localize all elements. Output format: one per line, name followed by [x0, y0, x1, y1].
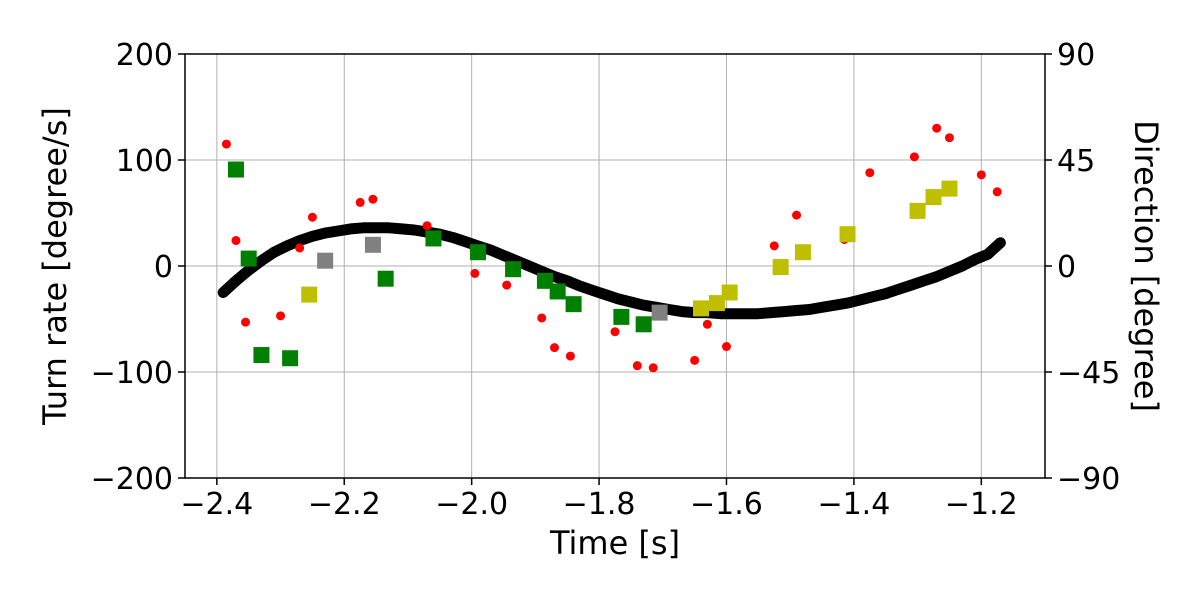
red-dot-point [231, 236, 241, 246]
red-dot-point [565, 351, 575, 361]
red-dot-point [792, 210, 802, 220]
x-tick-label: −1.2 [945, 487, 1018, 522]
red-dot-point [690, 355, 700, 365]
green-square-point [613, 308, 630, 325]
green-square-point [505, 261, 522, 278]
red-dot-point [470, 268, 480, 278]
green-square-point [470, 244, 487, 261]
x-tick-label: −2.4 [180, 487, 253, 522]
red-dot-point [944, 133, 954, 143]
red-dot-point [368, 194, 378, 204]
red-dot-point [295, 243, 305, 253]
y-tick-label: 0 [154, 250, 173, 285]
y-tick-label: 200 [116, 38, 173, 73]
gray-square-point [651, 304, 668, 321]
yellow-square-point [941, 180, 958, 197]
green-square-point [549, 283, 566, 300]
red-dot-point [632, 361, 642, 371]
direction-curve [217, 222, 1006, 320]
gray-square-point [364, 236, 381, 253]
gray-square-point [317, 252, 334, 269]
red-dot-point [721, 342, 731, 352]
red-dot-point [976, 170, 986, 180]
x-tick-label: −1.6 [690, 487, 763, 522]
ticks: −2.4 −2.2 −2.0 −1.8 −1.6 −1.4 −1.2 −200 −100 0 100… [91, 38, 1121, 522]
red-dot-point [769, 241, 779, 251]
yellow-square-point [909, 202, 926, 219]
red-dot-point [992, 187, 1002, 197]
green-square-point [240, 250, 257, 267]
green-square-point [377, 270, 394, 287]
red-dot-point [932, 123, 942, 133]
x-tick-label: −2.0 [435, 487, 508, 522]
red-dot-point [276, 311, 286, 321]
green-square-point [635, 316, 652, 333]
red-dot-point [422, 221, 432, 231]
red-dot-point [537, 313, 547, 323]
y2-tick-label: −90 [1057, 462, 1120, 497]
green-square-point [227, 161, 244, 178]
red-dot-point [307, 212, 317, 222]
y-axis-label: Turn rate [degree/s] [36, 107, 74, 426]
x-tick-label: −2.2 [308, 487, 381, 522]
green-square-point [282, 350, 299, 367]
red-dot-point [502, 280, 512, 290]
yellow-square-point [772, 259, 789, 276]
y2-tick-label: 0 [1057, 250, 1076, 285]
yellow-square-point [794, 244, 811, 261]
green-square-point [425, 230, 442, 247]
red-dot-point [610, 327, 620, 337]
green-square-point [253, 347, 270, 364]
green-square-point [536, 272, 553, 289]
green-square-point [565, 296, 582, 313]
red-dot-point [549, 343, 559, 353]
x-axis-label: Time [s] [549, 524, 680, 562]
grid [185, 53, 1045, 479]
y-tick-label: 100 [116, 144, 173, 179]
red-dot-point [221, 139, 231, 149]
y2-axis-label: Direction [degree] [1127, 120, 1165, 412]
red-dot-point [865, 168, 875, 178]
y2-tick-label: 45 [1057, 144, 1095, 179]
yellow-square-point [839, 226, 856, 243]
red-dot-point [702, 319, 712, 329]
y-tick-label: −200 [91, 462, 173, 497]
yellow-square-point [708, 295, 725, 312]
y2-tick-label: 90 [1057, 38, 1095, 73]
yellow-square-point [721, 284, 738, 301]
yellow-square-point [693, 300, 709, 317]
red-dot-point [648, 363, 658, 373]
y2-tick-label: −45 [1057, 356, 1120, 391]
yellow-square-point [925, 189, 942, 206]
x-tick-label: −1.4 [817, 487, 890, 522]
red-dot-point [355, 197, 365, 207]
y-tick-label: −100 [91, 356, 173, 391]
x-tick-label: −1.8 [563, 487, 636, 522]
red-dot-point [909, 152, 919, 162]
plot-data [217, 123, 1006, 373]
yellow-square-point [301, 286, 318, 303]
red-dot-point [241, 317, 251, 327]
